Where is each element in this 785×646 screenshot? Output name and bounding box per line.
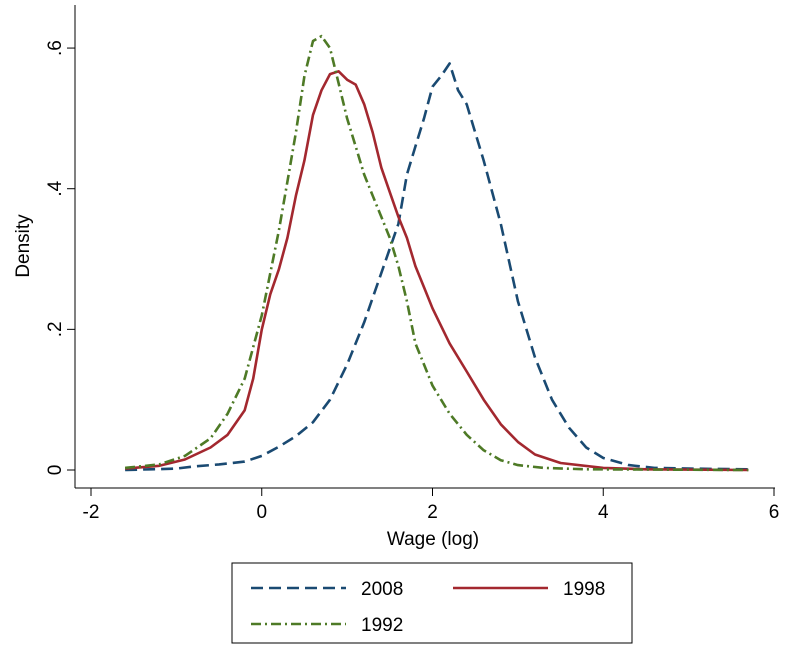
y-tick-label: 0 [45,465,66,476]
y-axis-ticks: 0 .2 .4 .6 [45,40,75,475]
series-lines [124,34,749,472]
x-tick-label: -2 [83,502,100,523]
x-tick-label: 0 [256,502,267,523]
x-tick-label: 2 [427,502,438,523]
legend-label-1992: 1992 [361,615,403,636]
x-tick-label: 6 [769,502,780,523]
x-tick-label: 4 [598,502,609,523]
legend: 2008 1998 1992 [231,562,633,644]
y-tick-label: .4 [45,180,66,196]
x-axis-ticks: -2 0 2 4 6 [83,488,780,523]
legend-label-2008: 2008 [361,579,403,600]
series-line-2008 [125,62,749,472]
series-line-1992 [124,34,749,472]
series-line-1998 [124,70,749,472]
legend-label-1998: 1998 [563,579,605,600]
legend-box [231,562,633,644]
y-tick-label: .6 [45,40,66,56]
x-axis-title: Wage (log) [387,529,479,550]
y-tick-label: .2 [45,321,66,337]
y-axis-title: Density [13,214,34,278]
